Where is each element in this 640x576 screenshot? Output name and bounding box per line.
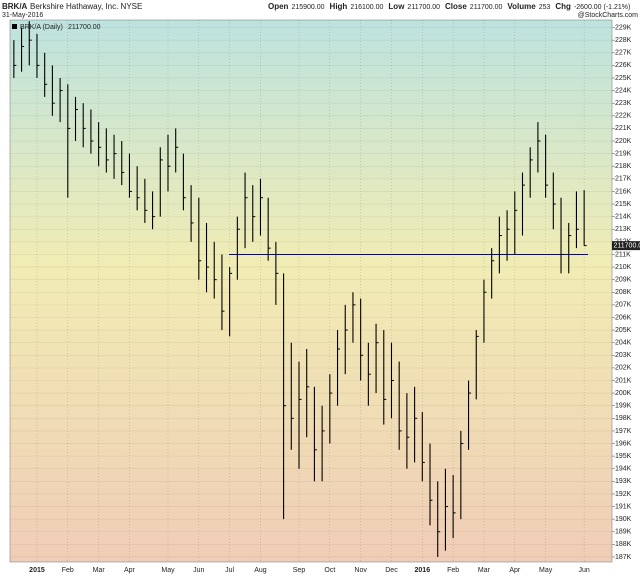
y-tick-label: 193K [615, 478, 632, 485]
y-tick-label: 219K [615, 150, 632, 157]
x-tick-label: 2016 [415, 567, 431, 574]
x-tick-label: Feb [447, 567, 459, 574]
quote-value: 215900.00 [291, 4, 324, 11]
plot-area [9, 19, 613, 563]
y-tick-label: 213K [615, 226, 632, 233]
x-tick-label: Oct [324, 567, 335, 574]
date: 31-May-2016 [2, 12, 43, 19]
y-tick-label: 207K [615, 302, 632, 309]
y-tick-label: 211K [615, 251, 631, 258]
last-price-box [612, 241, 640, 251]
quote-label: Close [445, 2, 467, 11]
y-tick-label: 218K [615, 163, 632, 170]
y-tick-label: 228K [615, 37, 632, 44]
x-tick-label: Dec [385, 567, 398, 574]
y-tick-label: 220K [615, 138, 632, 145]
quote-label: Open [268, 2, 289, 11]
y-tick-label: 191K [615, 503, 632, 510]
y-tick-label: 208K [615, 289, 632, 296]
quote-label: Low [388, 2, 405, 11]
x-tick-label: Apr [124, 567, 136, 574]
legend-value: 211700.00 [68, 24, 101, 31]
y-tick-label: 189K [615, 529, 632, 536]
y-tick-label: 187K [615, 554, 632, 561]
y-tick-label: 200K [615, 390, 632, 397]
y-tick-label: 209K [615, 276, 632, 283]
y-tick-label: 214K [615, 213, 632, 220]
legend-name: BRK/A (Daily) [20, 24, 63, 31]
quote-value: -2600.00 (-1.21%) [574, 4, 630, 11]
y-tick-label: 226K [615, 62, 632, 69]
x-tick-label: Aug [254, 567, 267, 574]
symbol: BRK/A [2, 2, 28, 11]
y-tick-label: 210K [615, 264, 632, 271]
x-tick-label: Mar [478, 567, 491, 574]
quote-label: Volume [507, 2, 536, 11]
x-tick-label: Feb [62, 567, 74, 574]
y-tick-label: 222K [615, 113, 632, 120]
y-tick-label: 190K [615, 516, 632, 523]
y-tick-label: 199K [615, 403, 632, 410]
y-tick-label: 205K [615, 327, 632, 334]
y-tick-label: 201K [615, 377, 632, 384]
quote-label: High [330, 2, 348, 11]
x-tick-label: Sep [293, 567, 306, 574]
x-tick-label: Apr [509, 567, 521, 574]
quote-value: 216100.00 [350, 4, 383, 11]
y-tick-label: 204K [615, 340, 632, 347]
y-tick-label: 202K [615, 365, 632, 372]
last-price-label: 211700.00 [614, 242, 640, 249]
y-tick-label: 195K [615, 453, 632, 460]
x-tick-label: 2015 [29, 567, 45, 574]
y-tick-label: 203K [615, 352, 632, 359]
x-tick-label: May [539, 567, 553, 574]
y-tick-label: 225K [615, 75, 632, 82]
y-tick-label: 216K [615, 188, 632, 195]
x-tick-label: Jul [225, 567, 234, 574]
y-tick-label: 229K [615, 24, 632, 31]
credit: @StockCharts.com [578, 12, 639, 19]
y-tick-label: 215K [615, 201, 632, 208]
y-tick-label: 224K [615, 87, 632, 94]
quote-label: Chg [555, 2, 571, 11]
x-tick-label: Nov [354, 567, 367, 574]
legend-swatch [12, 24, 17, 29]
company: Berkshire Hathaway, Inc. NYSE [30, 2, 142, 11]
quote-value: 211700.00 [407, 4, 440, 11]
quote-value: 211700.00 [470, 4, 503, 11]
y-tick-label: 221K [615, 125, 632, 132]
y-tick-label: 197K [615, 428, 632, 435]
y-tick-label: 206K [615, 314, 632, 321]
y-tick-label: 223K [615, 100, 632, 107]
x-tick-label: Jun [193, 567, 204, 574]
y-tick-label: 217K [615, 176, 632, 183]
x-tick-label: May [161, 567, 175, 574]
y-tick-label: 198K [615, 415, 632, 422]
y-tick-label: 196K [615, 440, 632, 447]
y-tick-label: 188K [615, 541, 632, 548]
y-tick-label: 227K [615, 50, 632, 57]
y-tick-label: 194K [615, 466, 632, 473]
y-tick-label: 192K [615, 491, 632, 498]
x-tick-label: Jun [578, 567, 589, 574]
x-tick-label: Mar [93, 567, 106, 574]
quote: Open 215900.00 High 216100.00 Low 211700.00 Cl… [268, 2, 630, 11]
quote-value: 253 [539, 4, 551, 11]
